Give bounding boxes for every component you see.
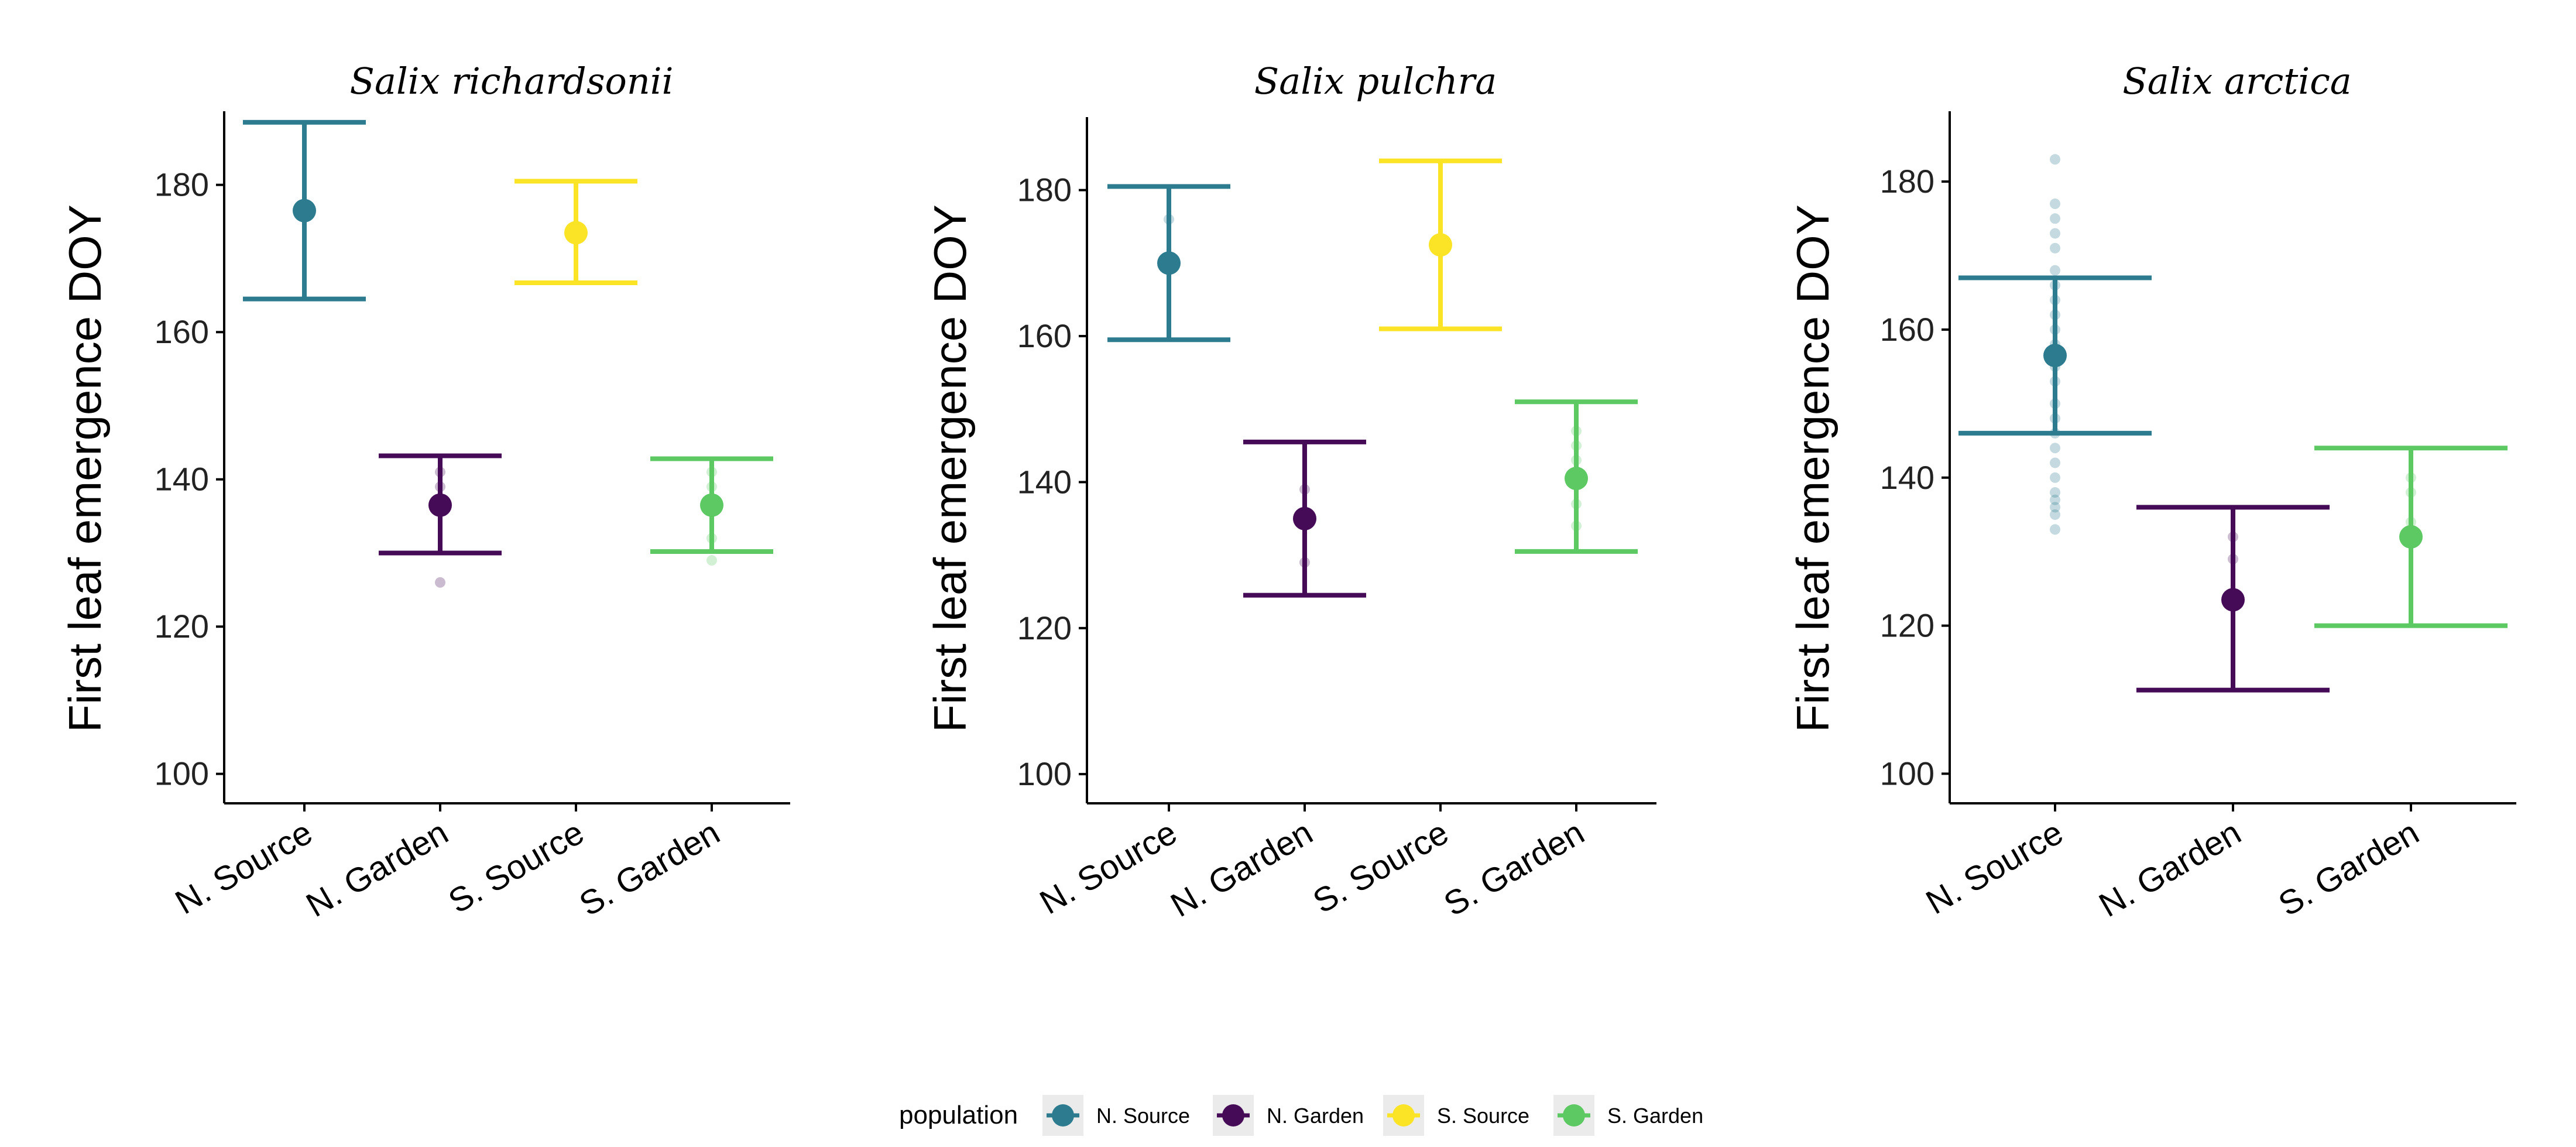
x-tick-label: N. Source xyxy=(1920,813,2070,922)
mean-point xyxy=(1429,233,1452,257)
y-tick-label: 160 xyxy=(155,313,209,350)
mean-point xyxy=(1157,251,1181,275)
panel-title: Salix pulchra xyxy=(1254,60,1497,102)
mean-point xyxy=(428,493,452,517)
panel-salix-richardsonii: Salix richardsonii First leaf emergence … xyxy=(59,60,790,925)
y-tick-label: 120 xyxy=(1017,610,1072,646)
y-tick-label: 100 xyxy=(1017,755,1072,792)
mean-point xyxy=(2043,344,2067,368)
legend-item: S. Garden xyxy=(1553,1095,1703,1136)
y-tick-label: 180 xyxy=(1880,163,1934,200)
y-tick-label: 160 xyxy=(1880,311,1934,348)
mean-point xyxy=(1293,506,1316,530)
panel-salix-pulchra: Salix pulchra First leaf emergence DOY 1… xyxy=(924,60,1656,925)
legend-item: S. Source xyxy=(1383,1095,1529,1136)
y-axis-label: First leaf emergence DOY xyxy=(1787,204,1838,732)
x-tick-label: S. Source xyxy=(442,813,590,921)
y-tick-label: 180 xyxy=(1017,172,1072,208)
legend-key-point xyxy=(1563,1104,1585,1127)
mean-point xyxy=(564,221,588,245)
y-tick-label: 180 xyxy=(155,166,209,203)
mean-point xyxy=(293,198,316,222)
legend-label: S. Source xyxy=(1437,1104,1529,1128)
x-tick-label: N. Garden xyxy=(2093,813,2247,925)
raw-data-point xyxy=(2050,502,2060,513)
raw-data-point xyxy=(435,577,445,588)
raw-data-point xyxy=(2050,228,2060,239)
mean-point xyxy=(2221,588,2245,612)
legend-key-point xyxy=(1222,1104,1244,1127)
raw-data-point xyxy=(2050,524,2060,535)
x-tick-label: N. Source xyxy=(1034,813,1184,922)
raw-data-point xyxy=(2050,154,2060,165)
raw-data-point xyxy=(2050,457,2060,468)
legend-item: N. Source xyxy=(1042,1095,1190,1136)
legend-label: N. Garden xyxy=(1267,1104,1364,1128)
panel-title: Salix richardsonii xyxy=(350,60,674,102)
raw-data-point xyxy=(2050,265,2060,276)
x-tick-label: S. Garden xyxy=(2272,813,2425,923)
panel-salix-arctica: Salix arctica First leaf emergence DOY 1… xyxy=(1787,60,2516,925)
y-tick-label: 140 xyxy=(1017,463,1072,500)
mean-point xyxy=(2399,525,2423,549)
y-tick-label: 140 xyxy=(1880,459,1934,496)
x-tick-label: N. Garden xyxy=(300,813,454,925)
raw-data-point xyxy=(2050,472,2060,483)
y-tick-label: 100 xyxy=(155,755,209,792)
legend-title: population xyxy=(899,1101,1018,1129)
x-tick-label: N. Garden xyxy=(1164,813,1319,925)
y-axis-label: First leaf emergence DOY xyxy=(59,204,111,732)
y-tick-label: 120 xyxy=(1880,607,1934,644)
y-tick-label: 120 xyxy=(155,608,209,645)
raw-data-point xyxy=(2050,494,2060,505)
y-tick-label: 140 xyxy=(155,461,209,498)
y-tick-label: 100 xyxy=(1880,755,1934,792)
raw-data-point xyxy=(2050,198,2060,210)
x-tick-label: S. Garden xyxy=(1438,813,1590,923)
x-tick-label: N. Source xyxy=(169,813,319,922)
legend-item: N. Garden xyxy=(1213,1095,1364,1136)
y-axis-label: First leaf emergence DOY xyxy=(924,204,976,732)
legend-key-point xyxy=(1052,1104,1074,1127)
legend-label: S. Garden xyxy=(1607,1104,1703,1128)
x-tick-label: S. Source xyxy=(1306,813,1455,921)
x-tick-label: S. Garden xyxy=(573,813,726,923)
legend: population N. Source N. Garden S. Source S.… xyxy=(899,1095,1703,1136)
panel-title: Salix arctica xyxy=(2122,60,2352,102)
raw-data-point xyxy=(2050,487,2060,498)
raw-data-point xyxy=(706,555,717,566)
raw-data-point xyxy=(2050,443,2060,454)
raw-data-point xyxy=(2050,242,2060,254)
y-tick-label: 160 xyxy=(1017,317,1072,354)
raw-data-point xyxy=(2050,509,2060,520)
mean-point xyxy=(1565,467,1588,491)
legend-label: N. Source xyxy=(1096,1104,1190,1128)
raw-data-point xyxy=(2050,213,2060,224)
mean-point xyxy=(700,493,723,517)
legend-key-point xyxy=(1392,1104,1415,1127)
